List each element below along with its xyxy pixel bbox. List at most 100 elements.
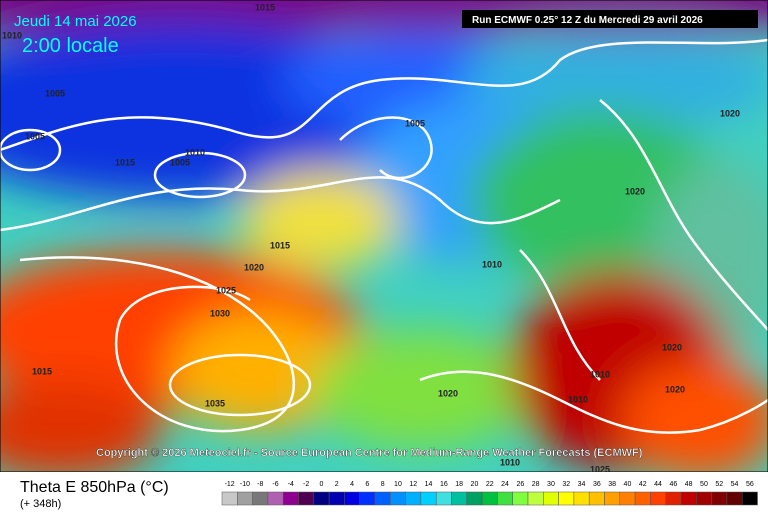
contour-label: 1035 (205, 398, 225, 408)
scale-label: 28 (532, 481, 540, 488)
scale-swatch (696, 491, 712, 506)
scale-swatch (451, 491, 468, 506)
scale-label: 26 (516, 481, 524, 488)
scale-label: 8 (381, 481, 385, 488)
scale-label: -12 (225, 481, 235, 488)
scale-label: 46 (669, 481, 677, 488)
run-info: Run ECMWF 0.25° 12 Z du Mercredi 29 avri… (472, 15, 703, 26)
local-time: 2:00 locale (22, 35, 119, 57)
copyright: Copyright © 2026 Meteociel.fr - Source E… (96, 447, 643, 459)
contour-label: 1020 (244, 262, 264, 272)
contour-label: 1015 (270, 240, 290, 250)
contour-label: 1005 (405, 118, 425, 128)
scale-swatch (634, 491, 651, 506)
scale-swatch (650, 491, 666, 506)
scale-swatch (390, 491, 406, 506)
scale-label: 10 (394, 481, 402, 488)
contour-label: 1020 (625, 186, 645, 196)
scale-swatch (726, 491, 743, 506)
scale-swatch (435, 491, 452, 506)
contour-label: 1015 (32, 366, 52, 376)
contour-label: 1020 (720, 108, 740, 118)
scale-swatch (405, 491, 422, 506)
scale-label: 16 (440, 481, 448, 488)
scale-swatch (359, 491, 376, 506)
contour-label: 1025 (590, 464, 610, 474)
contour-label: 1020 (438, 388, 458, 398)
scale-swatch (481, 491, 498, 506)
scale-label: 40 (624, 481, 632, 488)
scale-label: 20 (471, 481, 479, 488)
scale-label: -8 (257, 481, 263, 488)
scale-swatch (313, 491, 330, 506)
scale-swatch (282, 491, 299, 506)
scale-swatch (604, 491, 621, 506)
scale-label: 34 (578, 481, 586, 488)
scale-swatch (527, 491, 544, 506)
contour-label: 1010 (568, 394, 588, 404)
scale-label: 36 (593, 481, 601, 488)
scale-label: 2 (335, 481, 339, 488)
contour-label: 1005 (170, 157, 190, 167)
scale-label: 4 (350, 481, 354, 488)
scale-label: -6 (272, 481, 278, 488)
contour-label: 1015 (255, 2, 275, 12)
scale-swatch (420, 491, 437, 506)
scale-label: 42 (639, 481, 647, 488)
lead-time: (+ 348h) (20, 498, 61, 510)
parameter: Theta E 850hPa (°C) (20, 479, 169, 496)
scale-swatch (221, 491, 238, 506)
contour-label: 1010 (185, 147, 205, 157)
scale-label: 14 (425, 481, 433, 488)
contour-label: 1005 (25, 131, 45, 141)
contour-labels: 1015101010051005101510101005101510201025… (2, 2, 740, 474)
scale-swatch (588, 491, 605, 506)
scale-swatch (497, 491, 513, 506)
scale-swatch (374, 491, 391, 506)
scale-label: 6 (365, 481, 369, 488)
contour-label: 1020 (662, 342, 682, 352)
scale-label: 12 (409, 481, 417, 488)
scale-label: -10 (240, 481, 250, 488)
scale-label: 30 (547, 481, 555, 488)
contour-label: 1010 (590, 369, 610, 379)
scale-label: 0 (319, 481, 323, 488)
scale-label: -2 (303, 481, 309, 488)
scale-swatch (512, 491, 529, 506)
scale-swatch (665, 491, 682, 506)
scale-swatch (573, 491, 590, 506)
map-field (0, 0, 768, 480)
contour-label: 1025 (216, 285, 236, 295)
scale-swatch (298, 491, 315, 506)
contour-label: 1015 (115, 157, 135, 167)
contour-label: 1010 (500, 457, 520, 467)
color-scale: -12 -10 -8 -6 -4 -2 0 2 4 6 8 10 12 14 16 18 20 22 24 26 28 3… (221, 481, 758, 506)
contour-label: 1005 (45, 88, 65, 98)
scale-label: 44 (654, 481, 662, 488)
scale-swatch (237, 491, 253, 506)
scale-swatch (741, 491, 758, 506)
scale-label: 50 (700, 481, 708, 488)
scale-label: 18 (455, 481, 463, 488)
scale-swatch (558, 491, 575, 506)
scale-swatch (328, 491, 345, 506)
contour-label: 1010 (482, 259, 502, 269)
scale-swatch (543, 491, 559, 506)
scale-swatch (466, 491, 483, 506)
scale-swatch (680, 491, 697, 506)
date: Jeudi 14 mai 2026 (14, 13, 137, 30)
scale-label: 32 (562, 481, 570, 488)
scale-label: 24 (501, 481, 509, 488)
scale-label: -4 (288, 481, 294, 488)
scale-label: 56 (746, 481, 754, 488)
scale-label: 52 (715, 481, 723, 488)
scale-swatch (252, 491, 269, 506)
scale-swatch (344, 491, 360, 506)
scale-swatch (267, 491, 284, 506)
contour-label: 1030 (210, 308, 230, 318)
scale-label: 22 (486, 481, 494, 488)
scale-swatch (619, 491, 636, 506)
scale-swatch (711, 491, 728, 506)
run-box (462, 10, 758, 28)
